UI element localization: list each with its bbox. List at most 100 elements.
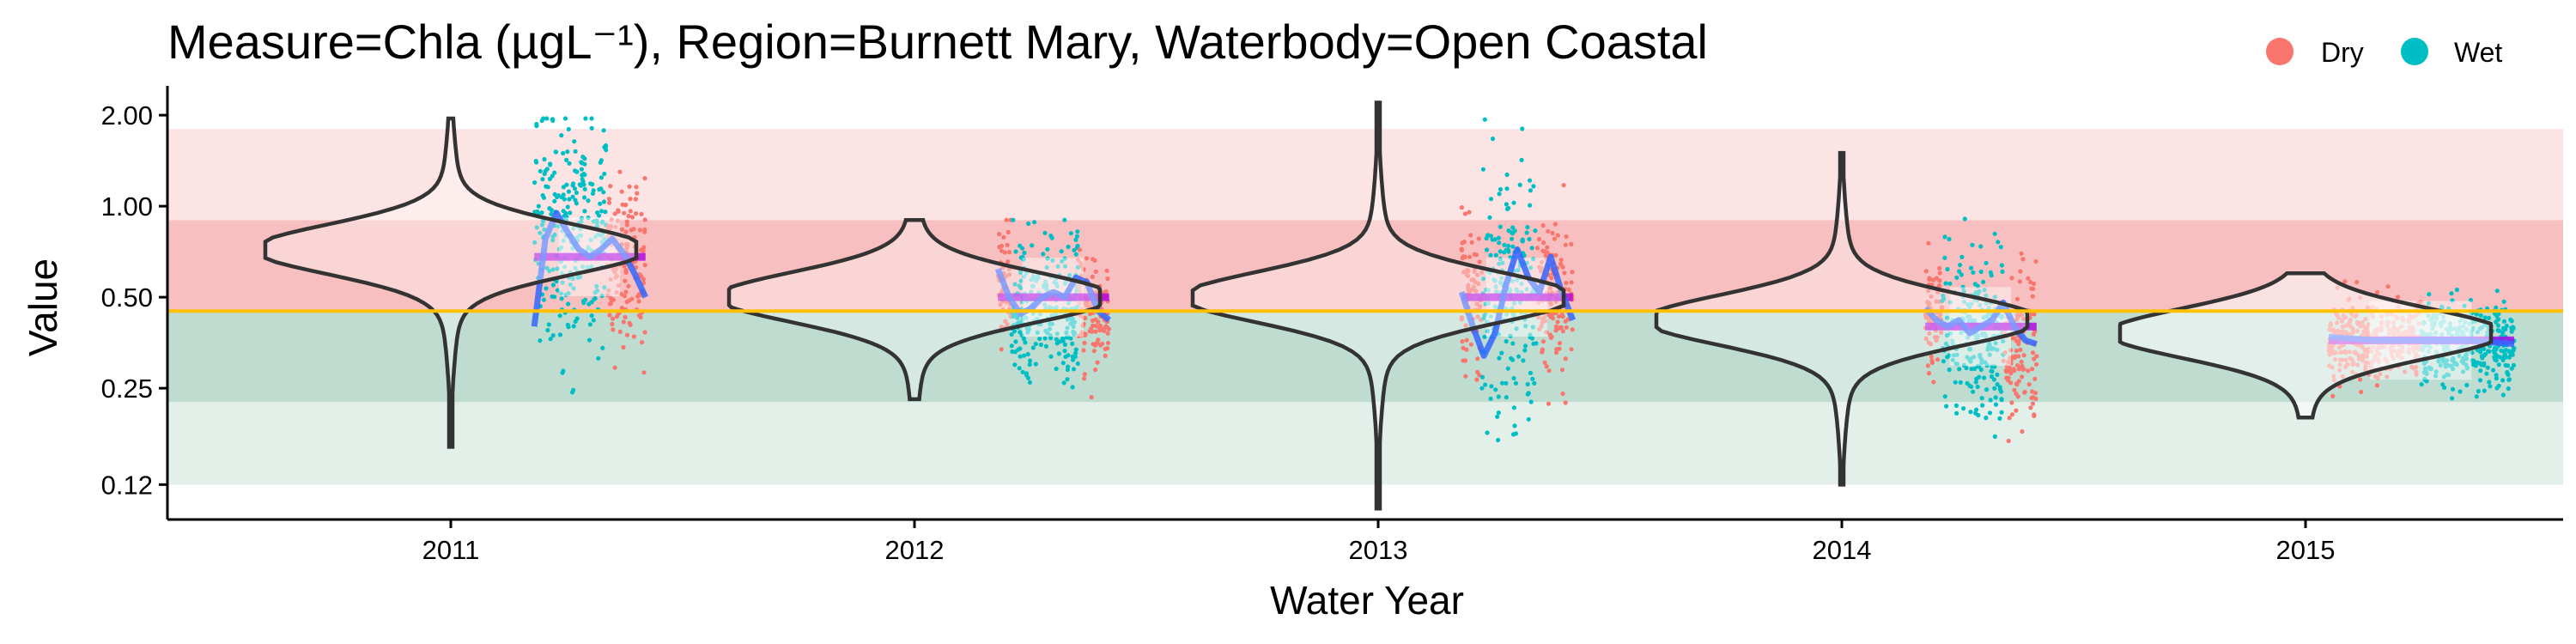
point-2012-1-66: [1073, 350, 1078, 355]
point-2012-1-207: [1066, 335, 1071, 340]
legend-label-dry: Dry: [2321, 37, 2364, 68]
point-2012-1-15: [1072, 247, 1077, 252]
point-2014-1-199: [1957, 269, 1962, 274]
point-2013-1-138: [1528, 399, 1534, 404]
point-2011-0-242: [561, 185, 567, 190]
point-2012-2-80: [1078, 332, 1084, 337]
point-2013-2-122: [1549, 276, 1554, 281]
point-2014-1-172: [1941, 293, 1946, 298]
point-2011-0-122: [573, 265, 578, 270]
point-2011-1-12: [609, 217, 614, 222]
point-2013-1-91: [1513, 431, 1518, 436]
point-2015-1-331: [2433, 369, 2439, 374]
point-2011-1-36: [613, 224, 618, 229]
point-2015-1-252: [2500, 325, 2506, 331]
point-2012-1-160: [1033, 341, 1038, 347]
point-2011-0-52: [532, 180, 538, 185]
point-2013-1-157: [1528, 370, 1533, 375]
point-2013-0-26: [1475, 369, 1480, 374]
point-2012-1-85: [1054, 366, 1059, 372]
point-2015-1-322: [2494, 352, 2499, 357]
point-2011-0-108: [556, 224, 562, 229]
point-2014-1-99: [1978, 302, 1983, 307]
point-2013-1-170: [1498, 224, 1503, 229]
point-2012-2-30: [1081, 321, 1086, 326]
point-2013-2-4: [1557, 313, 1562, 319]
point-2013-2-131: [1540, 248, 1546, 253]
point-2015-1-187: [2460, 369, 2466, 374]
point-2015-1-275: [2464, 365, 2470, 370]
point-2014-2-95: [2013, 354, 2018, 359]
point-2011-0-215: [543, 168, 548, 173]
point-2013-0-31: [1468, 233, 1473, 238]
point-2012-1-209: [1018, 255, 1024, 260]
point-2013-0-8: [1461, 345, 1466, 350]
point-2011-0-161: [566, 301, 571, 307]
point-2014-1-129: [1978, 269, 1984, 275]
point-2015-1-283: [2484, 371, 2489, 376]
point-2011-1-129: [624, 244, 630, 249]
point-2015-1-221: [2499, 348, 2504, 353]
y-tick-label-0: 0.12: [101, 470, 153, 500]
point-2013-1-156: [1510, 225, 1516, 230]
point-2013-2-39: [1536, 236, 1542, 242]
point-2012-1-154: [1044, 287, 1049, 292]
point-2012-1-226: [1057, 339, 1062, 344]
point-2013-0-63: [1464, 268, 1469, 273]
point-2014-1-110: [1969, 384, 1974, 389]
point-2012-1-182: [1023, 340, 1028, 345]
point-2014-2-84: [2008, 371, 2014, 376]
point-2012-1-121: [1067, 272, 1072, 278]
point-2012-1-155: [1020, 246, 1025, 251]
point-2015-1-164: [2428, 366, 2434, 372]
point-2014-1-58: [1989, 374, 1995, 380]
point-2011-0-269: [582, 161, 587, 167]
point-2012-2-57: [1089, 395, 1094, 400]
point-2014-2-94: [2034, 361, 2039, 367]
point-2013-1-115: [1527, 236, 1532, 242]
point-2011-1-137: [637, 228, 643, 233]
point-2012-1-213: [1065, 377, 1070, 382]
point-2014-0-49: [1926, 371, 1932, 376]
point-2012-1-241: [1022, 353, 1027, 358]
point-2011-0-202: [598, 233, 604, 238]
point-2015-0-31: [2330, 393, 2336, 398]
point-2014-1-191: [1954, 361, 1960, 367]
point-2014-1-89: [1997, 416, 2002, 421]
point-2014-1-198: [1975, 283, 1980, 289]
point-2011-1-133: [614, 289, 619, 295]
point-2012-2-25: [1081, 267, 1086, 272]
point-2011-0-51: [550, 267, 556, 272]
point-2014-1-76: [1959, 272, 1964, 277]
point-2012-1-248: [1033, 361, 1038, 367]
point-2013-1-167: [1510, 244, 1516, 249]
point-2013-1-104: [1516, 354, 1522, 359]
point-2011-0-222: [567, 197, 572, 202]
point-2014-1-193: [1984, 362, 1990, 368]
point-2014-0-14: [1926, 289, 1931, 294]
legend-key-dry: [2266, 38, 2293, 65]
point-2013-2-83: [1564, 280, 1569, 286]
point-2012-1-63: [1071, 367, 1077, 372]
point-2014-2-58: [2019, 359, 2024, 364]
legend: Dry Wet: [2266, 37, 2502, 68]
point-2011-0-85: [564, 182, 569, 187]
point-2013-1-181: [1504, 395, 1509, 400]
point-2012-2-106: [1087, 329, 1092, 334]
point-2011-0-179: [564, 157, 569, 162]
point-2011-0-72: [562, 116, 568, 121]
point-2014-2-105: [2002, 350, 2008, 355]
point-2013-1-188: [1492, 277, 1497, 283]
point-2014-0-21: [1929, 354, 1934, 359]
point-2012-1-77: [1071, 324, 1076, 329]
point-2011-1-143: [607, 301, 613, 307]
point-2013-1-168: [1520, 239, 1525, 244]
point-2014-1-143: [1947, 368, 1952, 373]
point-2011-0-169: [556, 193, 561, 198]
point-2013-1-145: [1498, 249, 1503, 254]
point-2014-1-114: [1958, 380, 1963, 385]
point-2011-0-262: [582, 195, 587, 200]
point-2015-0-279: [2414, 365, 2419, 370]
point-2014-1-121: [1984, 416, 1989, 421]
point-2012-1-242: [1018, 285, 1024, 290]
